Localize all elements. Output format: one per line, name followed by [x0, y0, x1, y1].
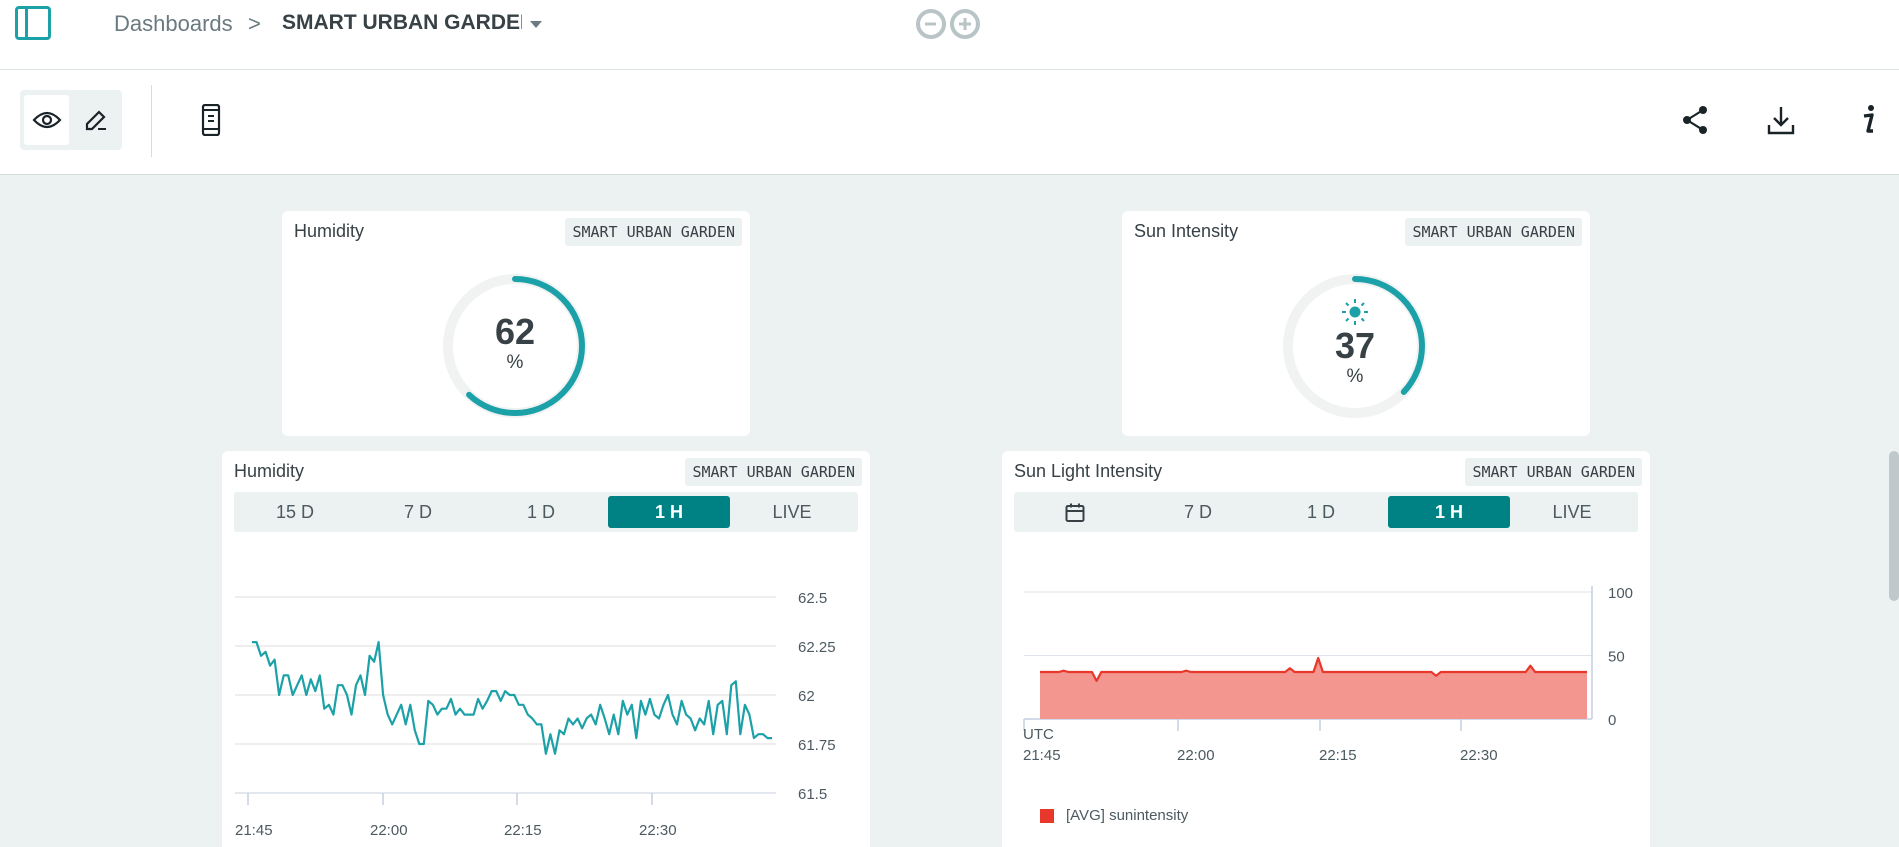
humidity-gauge: 62 %	[440, 271, 590, 421]
mobile-icon	[201, 104, 221, 136]
humidity-gauge-widget[interactable]: Humidity SMART URBAN GARDEN 62 %	[282, 211, 750, 436]
y-tick-label: 62	[798, 688, 815, 705]
x-tick-label: 22:30	[639, 822, 677, 839]
x-tick-label: 22:30	[1460, 747, 1498, 764]
breadcrumb-separator: >	[248, 11, 261, 36]
y-tick-label: 62.25	[798, 639, 836, 656]
chevron-down-icon[interactable]	[530, 21, 542, 28]
widget-title: Humidity	[234, 461, 305, 481]
sun-icon	[1342, 299, 1368, 325]
sun-light-chart-widget[interactable]: Sun Light Intensity SMART URBAN GARDEN 7…	[1002, 451, 1650, 847]
range-live-button[interactable]: LIVE	[1552, 502, 1592, 522]
page-scrollbar[interactable]	[1889, 451, 1899, 601]
y-tick-label: 0	[1608, 712, 1616, 729]
gauge-unit: %	[506, 352, 524, 373]
sun-intensity-gauge: 37 %	[1280, 271, 1430, 421]
sun-series-line	[1040, 656, 1587, 682]
legend-swatch	[1040, 809, 1054, 823]
custom-range-button[interactable]	[1014, 496, 1136, 528]
download-button[interactable]	[1761, 100, 1801, 140]
arduino-logo	[916, 9, 980, 39]
thing-tag: SMART URBAN GARDEN	[1465, 458, 1642, 486]
range-7d-button[interactable]: 7 D	[403, 502, 432, 522]
y-tick-label: 50	[1608, 649, 1625, 666]
range-7d-button[interactable]: 7 D	[1183, 502, 1212, 522]
humidity-chart-widget[interactable]: Humidity SMART URBAN GARDEN 15 D 7 D 1 D…	[222, 451, 870, 847]
sun-intensity-area-chart: 100 50 0 21:45 22:00 22:15 22:30 UTC	[1023, 585, 1633, 764]
widget-title: Humidity	[294, 221, 365, 241]
x-tick-label: 22:15	[504, 822, 542, 839]
time-range-selector: 15 D 7 D 1 D 1 H LIVE	[234, 492, 858, 532]
timezone-label: UTC	[1023, 726, 1054, 743]
x-tick-label: 22:00	[370, 822, 408, 839]
thing-tag: SMART URBAN GARDEN	[565, 218, 742, 246]
breadcrumb-dashboards[interactable]: Dashboards	[114, 11, 233, 36]
pencil-icon	[85, 110, 106, 131]
thing-tag: SMART URBAN GARDEN	[685, 458, 862, 486]
gauge-value: 37	[1334, 325, 1376, 366]
gauge-value: 62	[494, 311, 536, 352]
time-range-selector: 7 D 1 D 1 H LIVE	[1014, 492, 1638, 532]
gauge-unit: %	[1346, 366, 1364, 387]
share-button[interactable]	[1675, 100, 1715, 140]
edit-mode-button[interactable]	[73, 95, 118, 145]
top-header: Dashboards > SMART URBAN GARDEN	[0, 0, 1899, 70]
humidity-line-chart: 62.5 62.25 62 61.75 61.5 21:45 22:00 22:15 22:30	[235, 590, 836, 839]
dashboard-toolbar	[0, 70, 1899, 175]
view-mode-button[interactable]	[24, 95, 69, 145]
info-icon	[1863, 105, 1874, 133]
calendar-icon	[1065, 503, 1085, 523]
share-icon	[1683, 106, 1707, 134]
toolbar-divider	[151, 85, 152, 157]
sun-area-fill	[1040, 658, 1587, 719]
y-tick-label: 61.5	[798, 786, 827, 803]
widget-title: Sun Light Intensity	[1014, 461, 1163, 481]
widget-title: Sun Intensity	[1134, 221, 1239, 241]
x-tick-label: 22:15	[1319, 747, 1357, 764]
x-tick-label: 21:45	[1023, 747, 1061, 764]
humidity-series-line	[252, 641, 772, 755]
gauge-ring	[443, 274, 587, 418]
x-tick-label: 21:45	[235, 822, 273, 839]
legend-label[interactable]: [AVG] sunintensity	[1066, 807, 1189, 824]
y-tick-label: 61.75	[798, 737, 836, 754]
y-tick-label: 100	[1608, 585, 1633, 602]
range-live-button[interactable]: LIVE	[772, 502, 812, 522]
y-tick-label: 62.5	[798, 590, 827, 607]
range-15d-button[interactable]: 15 D	[275, 502, 315, 522]
range-1d-button[interactable]: 1 D	[526, 502, 555, 522]
sidebar-toggle-icon[interactable]	[15, 6, 51, 40]
download-icon	[1767, 107, 1795, 135]
x-tick-label: 22:00	[1177, 747, 1215, 764]
eye-icon	[31, 111, 62, 129]
sun-intensity-gauge-widget[interactable]: Sun Intensity SMART URBAN GARDEN 37 %	[1122, 211, 1590, 436]
range-1h-button[interactable]: 1 H	[1388, 496, 1510, 528]
range-1d-button[interactable]: 1 D	[1306, 502, 1335, 522]
thing-tag: SMART URBAN GARDEN	[1405, 218, 1582, 246]
mode-switch	[20, 90, 122, 150]
mobile-view-button[interactable]	[191, 100, 231, 140]
info-button[interactable]	[1849, 100, 1889, 140]
gauge-ring	[1283, 274, 1427, 418]
range-1h-button[interactable]: 1 H	[608, 496, 730, 528]
dashboard-name[interactable]: SMART URBAN GARDEN	[282, 11, 522, 34]
